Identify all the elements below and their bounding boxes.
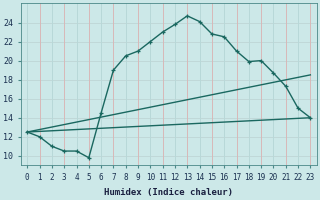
X-axis label: Humidex (Indice chaleur): Humidex (Indice chaleur) bbox=[104, 188, 233, 197]
